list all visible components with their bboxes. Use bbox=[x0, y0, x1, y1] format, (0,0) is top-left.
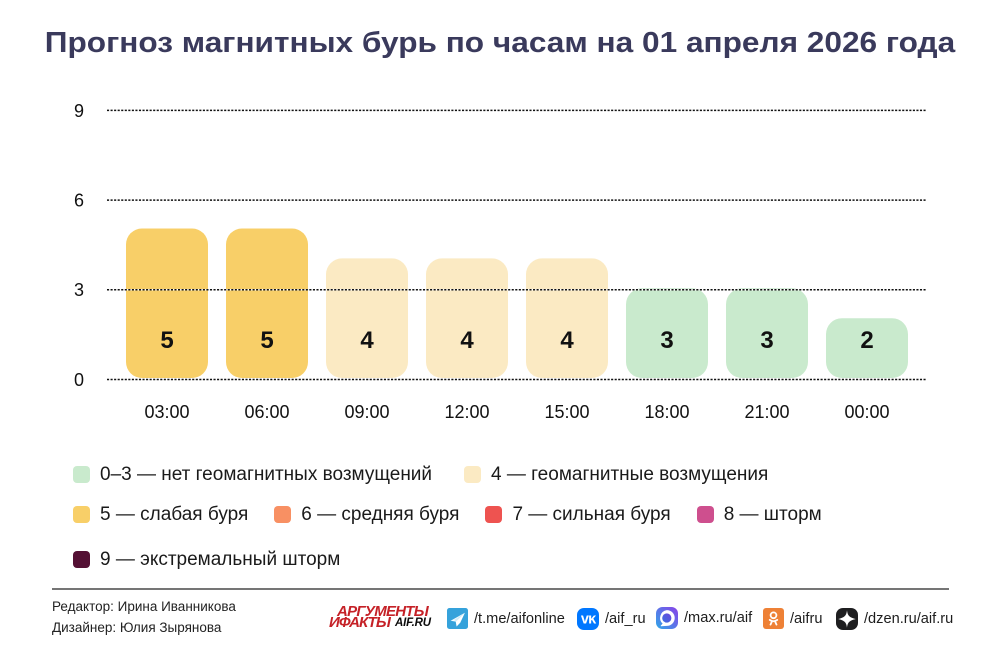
svg-text:vĸ: vĸ bbox=[581, 612, 597, 628]
svg-text:6: 6 bbox=[74, 191, 84, 211]
svg-text:0: 0 bbox=[74, 370, 84, 390]
svg-text:2: 2 bbox=[860, 327, 873, 354]
svg-text:3: 3 bbox=[760, 327, 773, 354]
svg-text:03:00: 03:00 bbox=[144, 402, 189, 422]
svg-text:06:00: 06:00 bbox=[244, 402, 289, 422]
svg-text:21:00: 21:00 bbox=[744, 402, 789, 422]
svg-text:5: 5 bbox=[160, 327, 173, 354]
svg-text:4: 4 bbox=[460, 327, 474, 354]
svg-text:3: 3 bbox=[660, 327, 673, 354]
svg-text:3: 3 bbox=[74, 280, 84, 300]
svg-text:9: 9 bbox=[74, 101, 84, 121]
svg-text:15:00: 15:00 bbox=[544, 402, 589, 422]
svg-text:4: 4 bbox=[360, 327, 374, 354]
svg-text:12:00: 12:00 bbox=[444, 402, 489, 422]
svg-text:09:00: 09:00 bbox=[344, 402, 389, 422]
svg-text:4: 4 bbox=[560, 327, 574, 354]
svg-text:5: 5 bbox=[260, 327, 273, 354]
svg-text:00:00: 00:00 bbox=[844, 402, 889, 422]
svg-text:18:00: 18:00 bbox=[644, 402, 689, 422]
